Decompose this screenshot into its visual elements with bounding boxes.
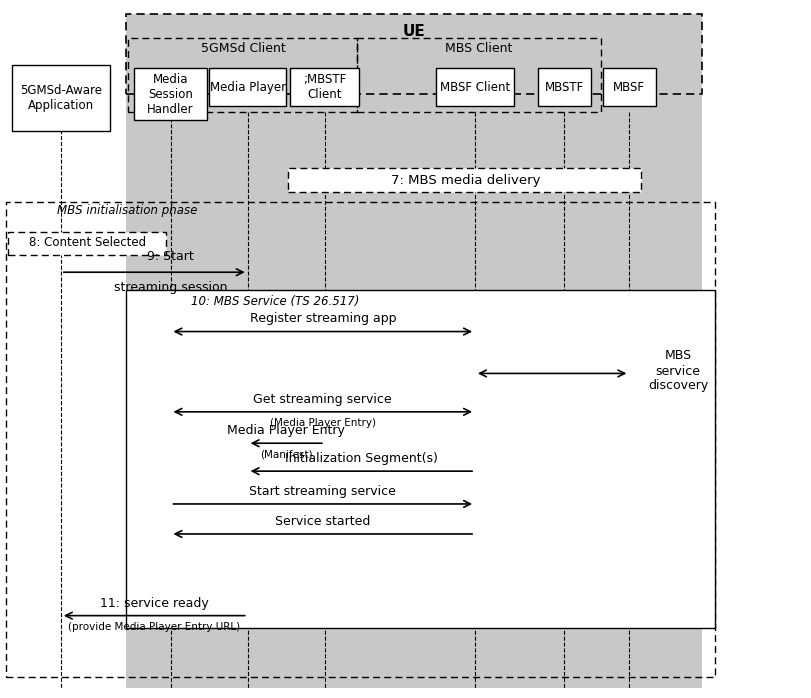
Bar — [209, 68, 286, 106]
Bar — [126, 290, 714, 628]
Text: Initialization Segment(s): Initialization Segment(s) — [285, 452, 437, 465]
Text: Media Player: Media Player — [209, 81, 285, 94]
Text: 7: MBS media delivery: 7: MBS media delivery — [390, 174, 539, 186]
Bar — [0, 0, 126, 698]
Text: 9: Start: 9: Start — [147, 251, 194, 263]
Text: Register streaming app: Register streaming app — [249, 313, 396, 325]
Text: MBSF Client: MBSF Client — [440, 81, 509, 94]
Bar — [436, 68, 513, 106]
Bar — [602, 68, 655, 106]
Bar — [126, 14, 702, 94]
Bar — [531, 14, 702, 688]
Text: 5GMSd Client: 5GMSd Client — [201, 43, 285, 55]
Bar — [128, 38, 357, 112]
Bar — [8, 232, 166, 255]
Text: UE: UE — [402, 24, 425, 39]
Text: (provide Media Player Entry URL): (provide Media Player Entry URL) — [68, 622, 240, 632]
Bar — [134, 68, 207, 120]
Text: 5GMSd-Aware
Application: 5GMSd-Aware Application — [20, 84, 101, 112]
Text: Service started: Service started — [275, 515, 370, 528]
Text: (Manifest): (Manifest) — [260, 450, 312, 459]
Bar — [6, 202, 714, 677]
Bar — [288, 168, 641, 192]
Bar — [538, 68, 590, 106]
Text: streaming session: streaming session — [114, 281, 227, 294]
Bar — [126, 14, 702, 94]
Text: Media
Session
Handler: Media Session Handler — [147, 73, 194, 116]
Text: ;MBSTF
Client: ;MBSTF Client — [303, 73, 346, 101]
Bar — [12, 65, 109, 131]
Text: Media Player Entry: Media Player Entry — [227, 424, 345, 437]
Bar — [126, 94, 702, 688]
Text: Get streaming service: Get streaming service — [253, 393, 392, 406]
Text: MBS Client: MBS Client — [445, 43, 512, 55]
Text: service: service — [654, 365, 700, 378]
Text: MBS: MBS — [663, 350, 691, 362]
Bar — [290, 68, 358, 106]
Text: MBSF: MBSF — [612, 81, 645, 94]
Text: (Media Player Entry): (Media Player Entry) — [269, 418, 375, 428]
Text: discovery: discovery — [647, 380, 707, 392]
Text: MBS initialisation phase: MBS initialisation phase — [57, 205, 197, 217]
Text: MBSTF: MBSTF — [544, 81, 583, 94]
Text: 10: MBS Service (TS 26.517): 10: MBS Service (TS 26.517) — [191, 295, 358, 308]
Text: 8: Content Selected: 8: Content Selected — [29, 237, 146, 249]
Text: Start streaming service: Start streaming service — [249, 485, 396, 498]
Bar — [357, 38, 600, 112]
Text: 11: service ready: 11: service ready — [100, 597, 208, 609]
